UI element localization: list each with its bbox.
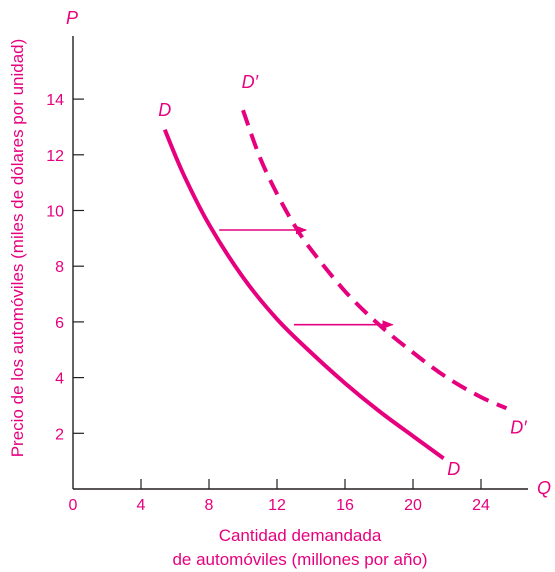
x-tick-label: 8 <box>205 497 214 514</box>
curve-label: D <box>158 100 171 120</box>
x-tick-label: 4 <box>137 497 146 514</box>
y-axis-symbol: P <box>66 8 78 28</box>
y-ticks: 2 4 6 8 10 12 14 <box>46 92 84 443</box>
x-tick-label: 24 <box>472 497 490 514</box>
y-tick-label: 8 <box>55 259 64 276</box>
shift-arrows <box>219 225 394 330</box>
y-tick-label: 4 <box>55 371 64 388</box>
y-tick-label: 12 <box>46 148 64 165</box>
x-tick-label: 20 <box>404 497 422 514</box>
curve-label: D′ <box>242 72 259 92</box>
y-axis-title: Precio de los automóviles (miles de dóla… <box>8 39 27 458</box>
curve-label: D′ <box>510 417 527 437</box>
curve-label: D <box>447 459 460 479</box>
x-axis-symbol: Q <box>537 478 551 498</box>
y-tick-label: 14 <box>46 92 64 109</box>
x-tick-label: 0 <box>69 497 78 514</box>
x-tick-label: 12 <box>268 497 286 514</box>
curve-labels: D D′ D D′ <box>158 72 527 479</box>
y-tick-label: 2 <box>55 426 64 443</box>
demand-curve-d <box>162 128 445 461</box>
demand-curve-d-prime <box>241 109 508 411</box>
curves <box>162 109 508 461</box>
y-tick-label: 6 <box>55 315 64 332</box>
x-axis-title-line-1: Cantidad demandada <box>219 526 382 545</box>
y-tick-label: 10 <box>46 204 64 221</box>
axes: P Q <box>66 8 551 498</box>
x-ticks: 0 4 8 12 16 20 24 <box>69 479 490 514</box>
x-axis-title-line-2: de automóviles (millones por año) <box>172 550 427 569</box>
x-tick-label: 16 <box>336 497 354 514</box>
